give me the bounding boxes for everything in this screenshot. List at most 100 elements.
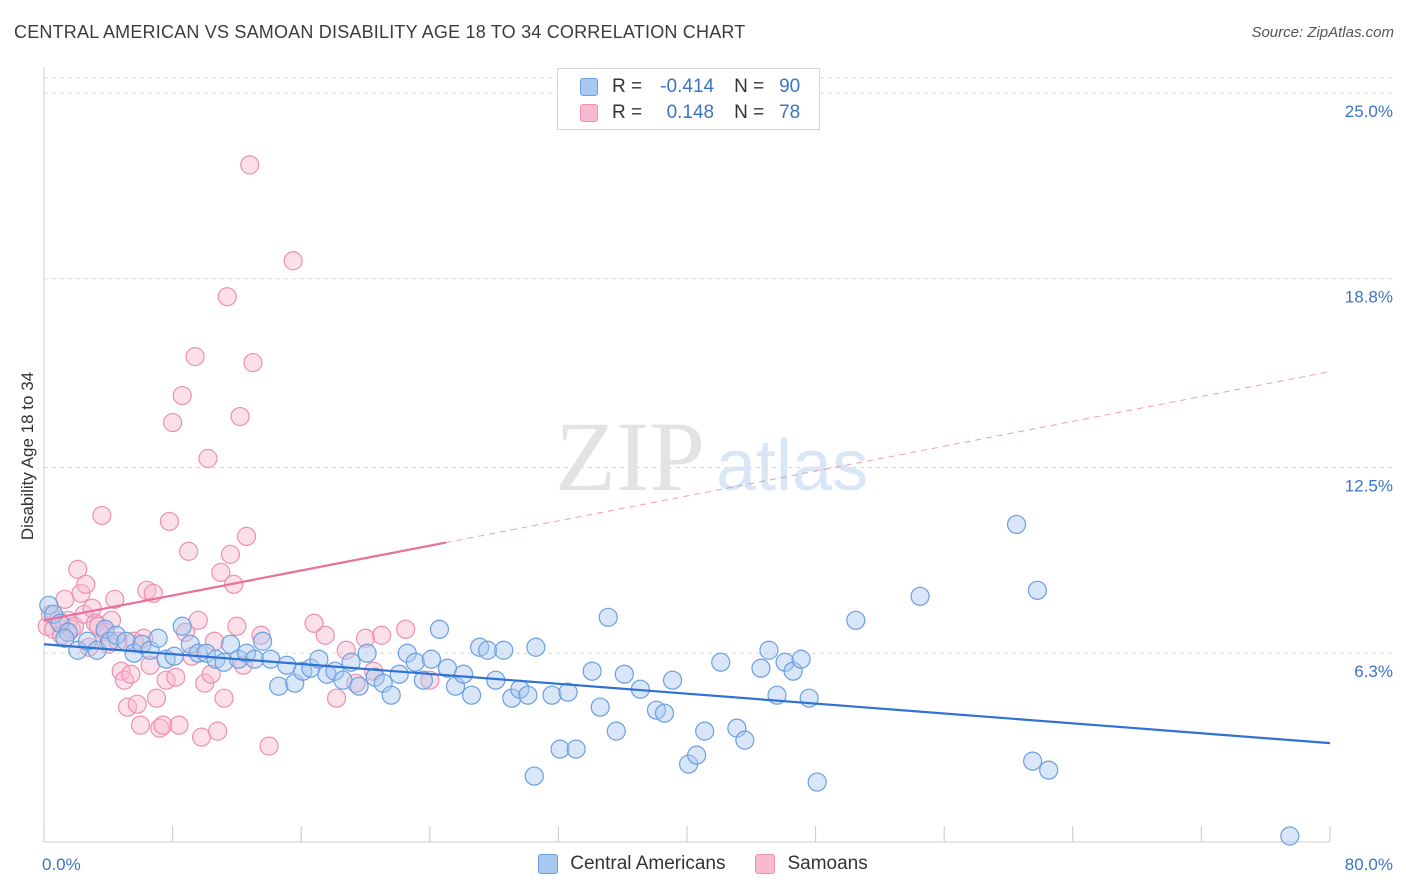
central-american-point [759, 640, 779, 660]
central-american-point [791, 649, 811, 669]
central-american-point [846, 610, 866, 630]
watermark: ZIP atlas [555, 401, 868, 512]
central-american-point [614, 664, 634, 684]
legend-item-central-americans[interactable]: Central Americans [538, 851, 725, 877]
legend-swatch-blue [580, 78, 598, 96]
central-american-point [735, 730, 755, 750]
legend-n-key: N = [734, 102, 765, 123]
central-american-point [751, 658, 771, 678]
central-american-point [558, 682, 578, 702]
y-tick-label: 18.8% [1345, 288, 1393, 307]
central-american-point [261, 649, 281, 669]
samoan-point [163, 412, 183, 433]
axes [43, 67, 1331, 843]
central-american-point [405, 652, 425, 672]
samoan-point [336, 640, 356, 660]
series-legend: Central Americans Samoans [0, 851, 1406, 877]
watermark-zip: ZIP [555, 401, 705, 512]
watermark-atlas: atlas [716, 426, 868, 506]
central-american-point [526, 637, 546, 657]
trend-lines [43, 371, 1331, 745]
legend-swatch-blue [538, 854, 559, 874]
samoan-point [227, 616, 247, 636]
samoan-point [55, 589, 75, 609]
central-american-point [413, 670, 433, 690]
samoan-point [211, 562, 231, 582]
samoan-point [150, 718, 170, 738]
central-american-point [1023, 751, 1043, 771]
samoans-trend-line [43, 541, 447, 622]
legend-item-samoans[interactable]: Samoans [755, 851, 868, 877]
samoan-point [236, 526, 257, 547]
legend-row-samoans: R = 0.148 N = 78 [580, 100, 800, 126]
central-american-point [662, 670, 683, 690]
samoan-point [217, 287, 237, 307]
central-american-point [269, 676, 289, 696]
central-american-point [106, 625, 126, 645]
samoan-point [191, 727, 212, 747]
legend-n-value: 78 [779, 102, 801, 123]
central-american-point [550, 739, 570, 759]
samoan-point [220, 544, 241, 564]
y-tick-label: 25.0% [1345, 102, 1393, 121]
samoan-point [240, 155, 260, 175]
legend-label: Samoans [787, 853, 868, 874]
central-american-point [39, 595, 59, 615]
central-american-point [421, 649, 442, 669]
samoan-point [130, 715, 151, 735]
samoan-point [169, 715, 189, 735]
legend-row-central-americans: R = -0.414 N = 90 [580, 74, 800, 100]
central-american-point [188, 643, 208, 663]
samoan-point [159, 511, 179, 532]
correlation-legend: R = -0.414 N = 90 R = 0.148 N = 78 [557, 68, 820, 130]
samoan-point [198, 448, 218, 469]
central-american-point [582, 661, 602, 681]
samoan-point [76, 574, 96, 594]
samoan-point [214, 688, 234, 708]
central-american-point [58, 622, 78, 642]
central-american-point [1039, 760, 1059, 780]
central-american-point [654, 703, 675, 723]
legend-r-key: R = [612, 102, 643, 123]
samoan-point [71, 583, 91, 603]
central-american-point [566, 739, 586, 759]
samoan-point [326, 688, 347, 708]
source-credit: Source: ZipAtlas.com [1251, 24, 1394, 41]
samoan-point [68, 559, 88, 579]
central-american-point [518, 685, 538, 705]
central-american-point [598, 607, 618, 627]
central-american-point [453, 664, 474, 684]
samoan-point [166, 667, 186, 687]
central-american-point [542, 685, 562, 705]
x-tick-label: 80.0% [1345, 855, 1393, 874]
samoan-point [105, 589, 125, 609]
central-american-point [478, 640, 498, 660]
central-americans-points [39, 514, 1300, 846]
central-american-point [1027, 580, 1048, 600]
samoan-point [208, 721, 228, 741]
samoans-points [37, 155, 440, 756]
y-tick-label: 12.5% [1345, 476, 1393, 495]
central-american-point [172, 616, 192, 636]
samoan-point [179, 541, 199, 561]
legend-label: Central Americans [570, 853, 726, 874]
legend-n-key: N = [734, 76, 765, 97]
samoan-point [153, 715, 173, 735]
samoan-point [127, 694, 147, 714]
central-american-point [590, 697, 610, 717]
legend-r-value: 0.148 [666, 102, 715, 123]
samoan-point [146, 688, 167, 708]
central-american-point [309, 649, 329, 669]
central-american-point [695, 721, 715, 741]
central-american-point [687, 745, 707, 765]
legend-swatch-pink [755, 854, 776, 874]
central-american-point [606, 721, 626, 741]
tick-labels: 6.3% 12.5% 18.8% 25.0% 0.0% 80.0% [42, 102, 1393, 874]
central-american-point [55, 628, 75, 648]
central-american-point [807, 772, 827, 792]
central-american-point [148, 628, 168, 648]
central-american-point [164, 646, 184, 666]
central-american-point [461, 685, 482, 705]
samoan-point [420, 670, 440, 690]
